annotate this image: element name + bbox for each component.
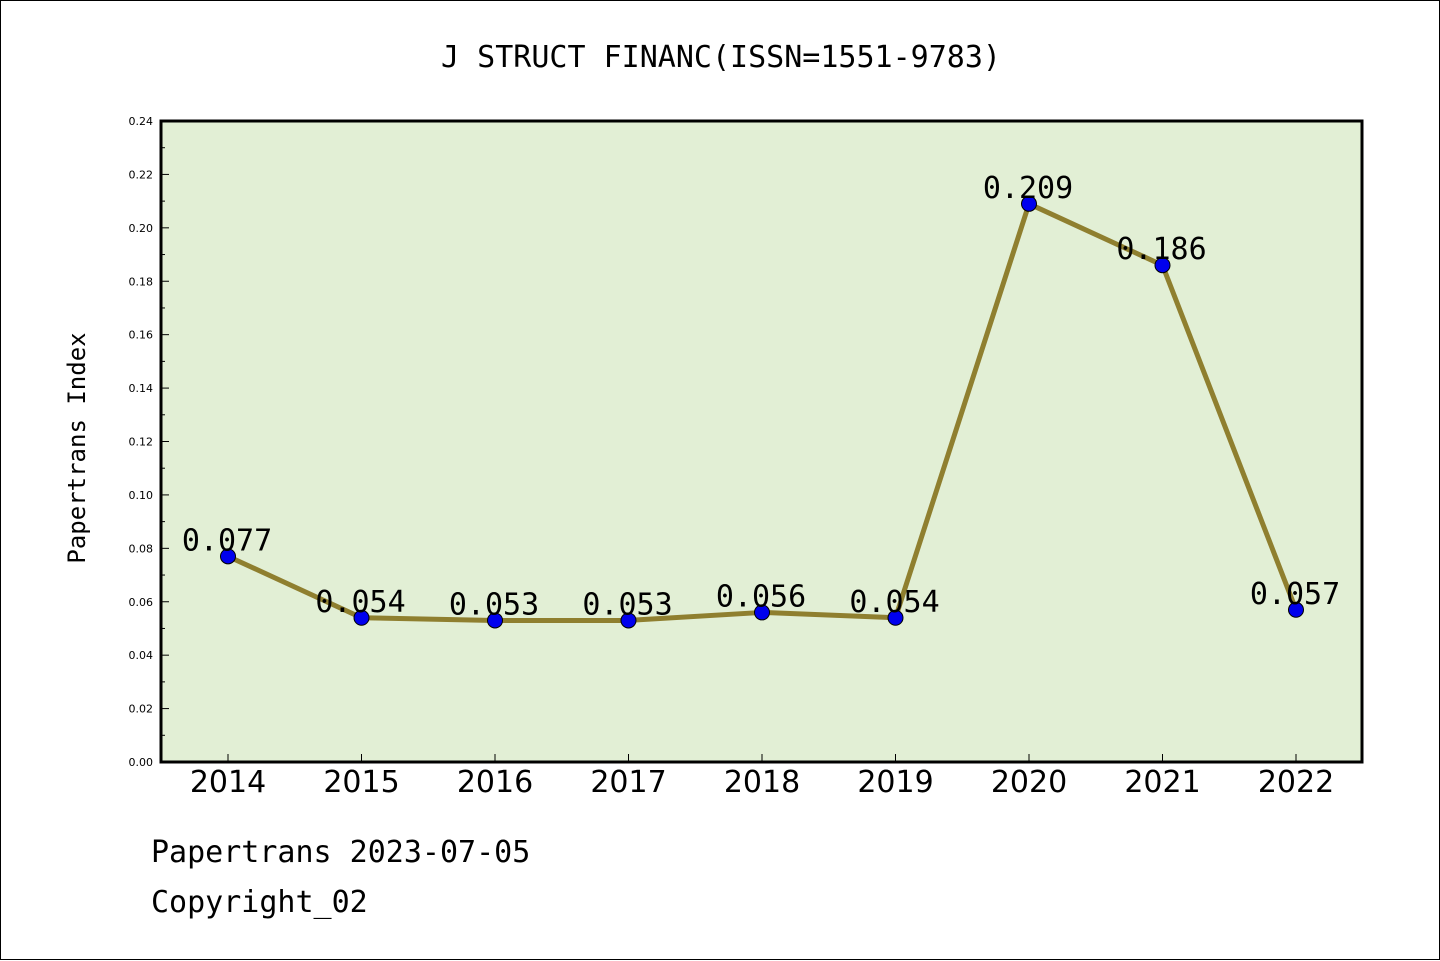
- chart-title: J STRUCT FINANC(ISSN=1551-9783): [441, 40, 1001, 75]
- x-tick-label: 2021: [1124, 765, 1200, 800]
- y-tick-label: 0.08: [129, 542, 154, 555]
- footer-copyright: Copyright_02: [151, 885, 368, 920]
- data-label: 0.053: [582, 587, 672, 622]
- y-tick-label: 0.18: [129, 275, 154, 288]
- data-label: 0.053: [449, 587, 539, 622]
- data-point: [1288, 601, 1304, 618]
- plot-area: [161, 121, 1362, 762]
- y-tick-label: 0.06: [129, 596, 154, 609]
- data-label: 0.209: [983, 171, 1073, 206]
- y-tick-label: 0.00: [129, 756, 154, 769]
- data-point: [754, 604, 770, 621]
- x-tick-label: 2017: [590, 765, 666, 800]
- data-point: [353, 609, 370, 626]
- y-tick-label: 0.22: [129, 168, 154, 181]
- y-tick-label: 0.24: [129, 115, 154, 128]
- x-axis: 2014 2015 2016 2017 2018 2019 2020 2021 2022: [190, 754, 1334, 800]
- data-point: [1154, 257, 1171, 274]
- data-point: [620, 612, 637, 629]
- data-points: [220, 195, 1304, 629]
- data-label: 0.054: [315, 585, 405, 620]
- data-label: 0.057: [1250, 577, 1340, 612]
- data-labels: 0.077 0.054 0.053 0.053 0.056 0.054 0.209 0.186…: [182, 171, 1340, 623]
- y-tick-label: 0.12: [129, 436, 154, 449]
- data-point: [887, 609, 904, 626]
- data-point: [220, 548, 236, 565]
- y-tick-label: 0.04: [129, 649, 154, 662]
- data-label: 0.056: [716, 579, 806, 614]
- data-label: 0.186: [1116, 232, 1206, 267]
- footer-date: Papertrans 2023-07-05: [151, 835, 531, 870]
- y-tick-label: 0.02: [129, 703, 154, 716]
- data-point: [1021, 195, 1037, 212]
- x-tick-label: 2018: [724, 765, 800, 800]
- plot-border: [159, 119, 1364, 764]
- x-tick-label: 2015: [323, 765, 399, 800]
- x-tick-label: 2014: [190, 765, 266, 800]
- y-tick-label: 0.14: [129, 382, 154, 395]
- x-tick-label: 2019: [857, 765, 933, 800]
- data-label: 0.054: [849, 585, 939, 620]
- x-tick-label: 2022: [1258, 765, 1334, 800]
- x-tick-label: 2016: [457, 765, 533, 800]
- y-tick-label: 0.10: [129, 489, 154, 502]
- data-label: 0.077: [182, 523, 272, 558]
- x-tick-label: 2020: [991, 765, 1067, 800]
- data-point: [487, 612, 503, 629]
- y-tick-label: 0.20: [129, 222, 154, 235]
- y-axis-label: Papertrans Index: [63, 332, 91, 563]
- y-axis: 0.00 0.02 0.04 0.06 0.08 0.10 0.12 0.14 0.16 0.18…: [129, 115, 169, 769]
- y-tick-label: 0.16: [129, 329, 154, 342]
